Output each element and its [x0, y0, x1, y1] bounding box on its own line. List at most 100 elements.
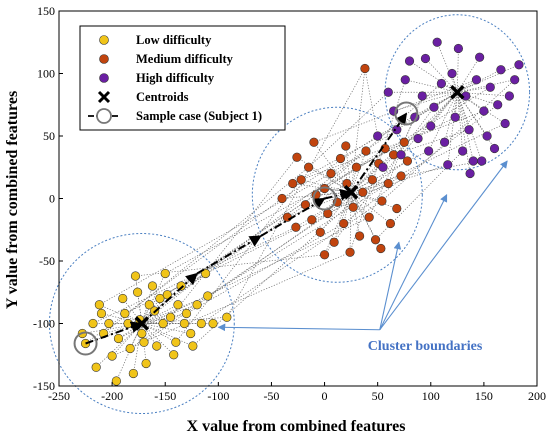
high-difficulty-point — [396, 150, 406, 160]
x-tick-label: -100 — [207, 389, 229, 403]
low-difficulty-point — [96, 308, 107, 319]
y-tick-label: 50 — [43, 129, 55, 143]
legend-marker — [96, 108, 112, 124]
high-difficulty-point — [465, 168, 475, 179]
medium-difficulty-point — [385, 218, 396, 229]
high-difficulty-point — [485, 82, 495, 92]
low-difficulty-point — [91, 362, 101, 372]
connection-line — [186, 223, 344, 314]
medium-difficulty-point — [360, 63, 370, 74]
high-difficulty-point — [464, 125, 474, 135]
connection-line — [207, 175, 402, 297]
connection-line — [457, 91, 510, 97]
connection-line — [350, 163, 379, 193]
low-difficulty-point — [173, 300, 183, 310]
high-difficulty-point — [458, 146, 468, 156]
connection-line — [340, 158, 352, 193]
low-difficulty-point — [128, 368, 138, 379]
y-tick-label: -150 — [33, 379, 55, 393]
annotation-arrow — [379, 241, 402, 330]
legend-box — [79, 25, 286, 131]
high-difficulty-point — [475, 52, 485, 62]
connection-line — [296, 156, 352, 193]
connection-line — [350, 192, 376, 240]
y-tick-label: -50 — [39, 254, 55, 268]
connection-line — [141, 273, 166, 324]
low-difficulty-point — [176, 281, 186, 291]
low-difficulty-point — [200, 268, 211, 279]
high-difficulty-point — [504, 91, 514, 101]
low-difficulty-point — [155, 293, 165, 304]
x-tick-label: -250 — [48, 389, 70, 403]
medium-difficulty-point — [339, 218, 349, 229]
connection-line — [141, 323, 177, 343]
cluster-boundaries — [48, 14, 531, 414]
sample-path-segment — [196, 235, 262, 275]
legend: Low difficulty Medium difficulty High diff… — [79, 25, 286, 131]
medium-difficulty-point — [367, 175, 377, 185]
sample-path-segment — [324, 188, 353, 201]
medium-difficulty-point — [296, 175, 306, 185]
low-difficulty-point — [144, 300, 154, 310]
legend-label: Medium difficulty — [136, 52, 234, 66]
centroid-markers — [134, 85, 465, 331]
medium-difficulty-point — [309, 137, 319, 147]
centroid-stroke — [343, 185, 359, 200]
low-difficulty-point — [137, 328, 147, 339]
medium-difficulty-point — [277, 193, 287, 204]
centroid-x-marker — [450, 85, 465, 100]
low-difficulty-point — [179, 318, 189, 329]
connection-line — [141, 285, 182, 324]
connection-line — [457, 92, 488, 137]
medium-difficulty-point — [319, 250, 330, 260]
medium-difficulty-point — [358, 187, 368, 197]
medium-difficulty-point — [345, 247, 355, 257]
connection-line — [141, 323, 193, 347]
low-difficulty-point — [139, 337, 149, 347]
centroid-x-marker — [343, 185, 359, 200]
low-difficulty-point — [120, 308, 130, 319]
high-difficulty-point — [496, 65, 506, 75]
connection-line — [350, 160, 408, 193]
medium-difficulty-point — [361, 146, 371, 156]
high-difficulty-point — [443, 160, 453, 170]
high-difficulty-point — [426, 121, 436, 131]
low-difficulty-point — [133, 287, 143, 297]
x-axis-label: X value from combined features — [187, 418, 406, 435]
centroid-stroke — [450, 85, 465, 100]
connection-line — [324, 107, 435, 255]
connection-line — [141, 273, 206, 324]
y-axis-ticks: -150 -100 -50 0 50 100 150 — [33, 4, 63, 393]
low-difficulty-point — [203, 291, 213, 301]
sample-path-segment — [85, 321, 143, 345]
legend-marker — [99, 54, 109, 64]
high-difficulty-point — [417, 91, 427, 101]
high-difficulty-point — [447, 68, 457, 79]
connection-line — [425, 58, 458, 93]
high-difficulty-point — [500, 118, 510, 129]
connection-line — [350, 154, 394, 193]
y-tick-label: -100 — [33, 317, 55, 331]
x-tick-label: 0 — [322, 389, 328, 403]
low-difficulty-point — [188, 341, 198, 351]
high-difficulty-point — [413, 133, 423, 144]
connection-line — [333, 192, 352, 243]
high-difficulty-point — [482, 131, 492, 141]
low-difficulty-point — [141, 358, 151, 369]
low-difficulty-point — [165, 312, 176, 322]
high-difficulty-point — [479, 106, 489, 116]
low-difficulty-point — [158, 318, 168, 329]
low-difficulty-point — [208, 318, 218, 329]
x-tick-label: 100 — [422, 389, 440, 403]
connection-line — [170, 157, 298, 318]
low-difficulty-point — [107, 351, 117, 361]
high-difficulty-point — [468, 156, 478, 166]
connection-line — [351, 183, 389, 193]
centroid-stroke — [134, 316, 150, 331]
annotation-arrow — [379, 160, 508, 331]
connection-line — [456, 92, 463, 152]
legend-label: Centroids — [136, 90, 189, 104]
high-difficulty-point — [493, 100, 503, 110]
y-tick-label: 100 — [37, 67, 55, 81]
legend-label: Low difficulty — [136, 33, 212, 47]
